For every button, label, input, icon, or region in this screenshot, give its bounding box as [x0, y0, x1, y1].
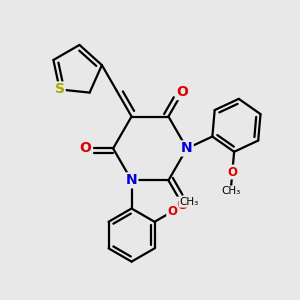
Text: CH₃: CH₃ — [221, 186, 240, 196]
Text: N: N — [126, 173, 137, 188]
Text: O: O — [227, 166, 237, 178]
Text: CH₃: CH₃ — [179, 197, 198, 207]
Text: O: O — [79, 141, 91, 155]
Text: O: O — [177, 85, 188, 99]
Text: O: O — [177, 198, 188, 212]
Text: S: S — [55, 82, 65, 97]
Text: N: N — [181, 141, 193, 155]
Text: O: O — [167, 205, 177, 218]
